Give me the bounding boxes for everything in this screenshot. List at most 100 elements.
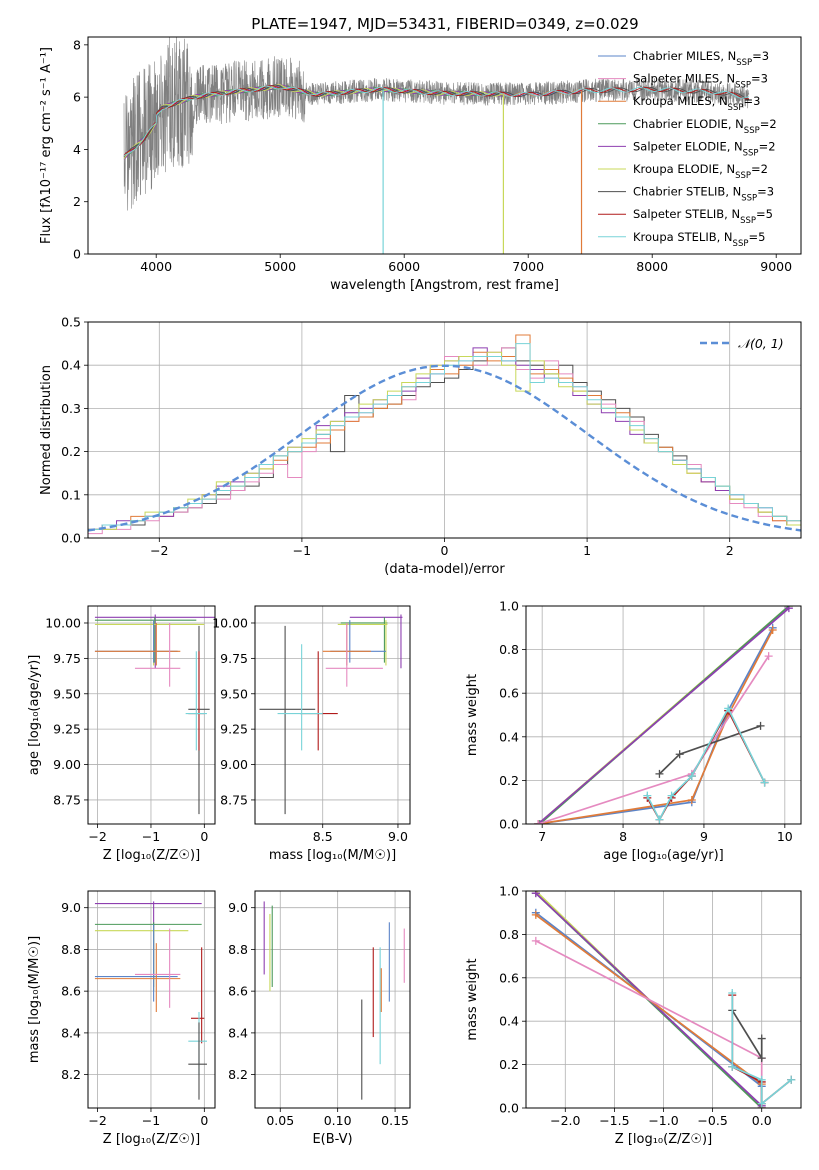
legend-label-count: =2 (751, 162, 768, 176)
y-tick-label: 0.5 (61, 315, 81, 330)
axes-frame (254, 890, 411, 1109)
y-tick-label: 8.75 (220, 792, 248, 807)
x-axis-label: E(B-V) (312, 1132, 352, 1147)
weight-marker (787, 1075, 796, 1084)
x-axis-label: Z [log₁₀(Z/Z☉)] (103, 1132, 200, 1147)
mass-vs-ebv-panel: 0.05 0.10 0.15 8.2 8.4 8.6 8.8 9.0 E(B-V) (228, 890, 411, 1147)
y-tick-label: 9.75 (220, 651, 248, 666)
x-tick-label: 9 (700, 829, 708, 844)
x-tick-label: 0 (200, 829, 208, 844)
y-tick-label: 10.00 (212, 615, 248, 630)
y-tick-label: 0.8 (499, 927, 519, 942)
legend-label-sub: SSP (733, 239, 749, 249)
y-tick-label: 8.4 (228, 1025, 248, 1040)
residuals-plot-area (88, 334, 801, 538)
axes-frame (525, 605, 802, 825)
legend-label-count: =5 (748, 230, 765, 244)
y-tick-label: 8.6 (61, 984, 81, 999)
y-tick-label: 8.6 (228, 984, 248, 999)
y-axis-label: mass [log₁₀(M/M☉)] (27, 936, 42, 1063)
y-tick-label: 0.2 (61, 444, 81, 459)
weight-marker (757, 1034, 766, 1043)
weight-vs-age-plot-area (534, 606, 793, 824)
x-axis-label: mass [log₁₀(M/M☉)] (269, 848, 396, 863)
legend-label-count: =5 (756, 207, 773, 221)
x-tick-label: −2 (88, 1113, 106, 1128)
x-tick-label: 0.05 (266, 1113, 294, 1128)
x-tick-label: −0.5 (697, 1113, 727, 1128)
legend-label-count: =2 (759, 139, 776, 153)
gaussian-reference-curve (88, 364, 801, 532)
weight-marker (756, 721, 765, 730)
x-tick-label: 9000 (760, 259, 792, 274)
weight-line (537, 607, 790, 824)
legend-label-sub: SSP (743, 148, 759, 158)
y-tick-label: 8.2 (61, 1067, 81, 1082)
x-axis-label: (data-model)/error (384, 562, 505, 577)
x-tick-label: 6000 (388, 259, 420, 274)
x-tick-label: 9.0 (388, 829, 408, 844)
x-tick-label: 8000 (636, 259, 668, 274)
weight-marker (764, 652, 773, 661)
x-tick-label: −1.0 (648, 1113, 678, 1128)
legend-label-count: =3 (757, 185, 774, 199)
x-tick-label: −2 (88, 829, 106, 844)
weight-marker (655, 769, 664, 778)
y-tick-label: 0.6 (499, 970, 519, 985)
y-tick-label: 0.4 (499, 729, 519, 744)
weight-marker (728, 1062, 737, 1071)
y-tick-label: 0.0 (499, 1101, 519, 1116)
y-tick-label: 9.50 (53, 686, 81, 701)
axes-frame (87, 321, 802, 539)
model-line (123, 85, 750, 157)
y-tick-label: 0.0 (499, 817, 519, 832)
x-tick-label: 7000 (512, 259, 544, 274)
residuals-panel: −2 −1 0 1 2 0.0 0.1 0.2 0.3 0.4 0.5 (data-model)/er… (39, 315, 802, 577)
weight-marker (643, 791, 652, 800)
legend-label-sub: SSP (741, 194, 757, 204)
y-tick-label: 9.75 (53, 651, 81, 666)
weight-marker (728, 988, 737, 997)
legend-label-count: =2 (760, 117, 777, 131)
y-tick-label: 9.25 (53, 722, 81, 737)
y-axis-label: Flux [fλ10⁻¹⁷ erg cm⁻² s⁻¹ A⁻¹] (39, 47, 54, 244)
mass-vs-Z-panel: −2 −1 0 8.2 8.4 8.6 8.8 9.0 Z [log₁₀(Z/Z☉)] mass … (27, 890, 216, 1147)
y-tick-label: 1.0 (499, 884, 519, 899)
x-tick-label: 5000 (264, 259, 296, 274)
weight-line (537, 629, 774, 824)
x-tick-label: −1.5 (599, 1113, 629, 1128)
y-tick-label: 2 (73, 194, 81, 209)
legend-label-sub: SSP (736, 58, 752, 68)
y-tick-label: 0.4 (499, 1014, 519, 1029)
legend-label-sub: SSP (735, 81, 751, 91)
model-line (123, 85, 749, 156)
mass-vs-Z-plot-area (94, 901, 207, 1100)
weight-marker (724, 704, 733, 713)
weight-marker (757, 1054, 766, 1063)
weight-marker (531, 891, 540, 898)
axes-frame (254, 605, 411, 825)
y-tick-label: 9.0 (61, 900, 81, 915)
weight-marker (535, 820, 544, 824)
y-tick-label: 4 (73, 142, 81, 157)
x-axis-label: Z [log₁₀(Z/Z☉)] (103, 848, 200, 863)
legend-label-count: =3 (751, 72, 768, 86)
x-tick-label: 8.5 (313, 829, 333, 844)
x-tick-label: 8 (619, 829, 627, 844)
y-tick-label: 9.0 (228, 900, 248, 915)
weight-marker (687, 796, 696, 805)
y-tick-label: 1.0 (499, 599, 519, 614)
x-tick-label: 0.15 (381, 1113, 409, 1128)
spectrum-panel: 4000 5000 6000 7000 8000 9000 0 2 4 6 8 wavelength … (39, 36, 802, 293)
y-tick-label: 8.4 (61, 1025, 81, 1040)
y-tick-label: 8.75 (53, 792, 81, 807)
weight-marker (757, 1099, 766, 1108)
y-tick-label: 0.4 (61, 358, 81, 373)
y-tick-label: 8 (73, 37, 81, 52)
y-tick-label: 0.2 (499, 1057, 519, 1072)
age-vs-Z-plot-area (94, 614, 215, 815)
legend-label-sub: SSP (744, 126, 760, 136)
y-tick-label: 0.3 (61, 401, 81, 416)
x-tick-label: 10 (777, 829, 793, 844)
y-tick-label: 9.00 (220, 757, 248, 772)
